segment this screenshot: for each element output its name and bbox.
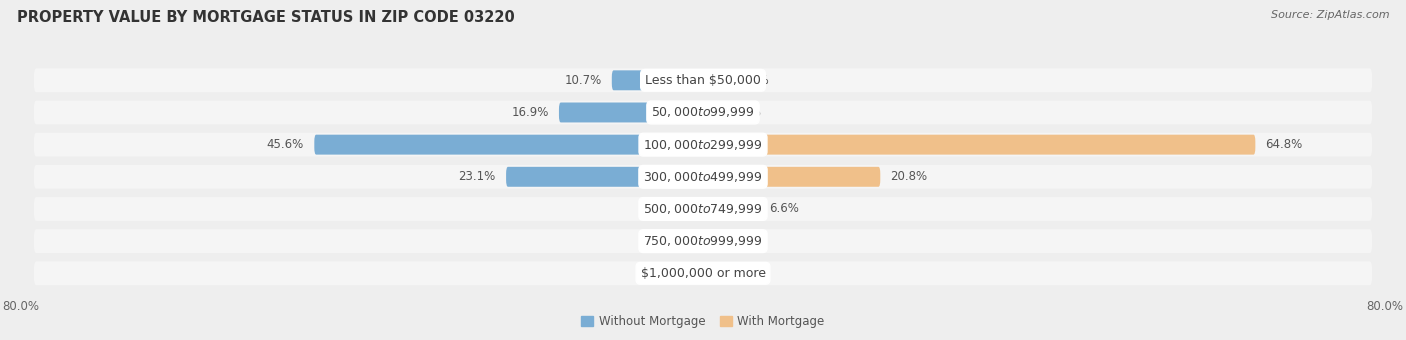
Text: $500,000 to $749,999: $500,000 to $749,999 — [644, 202, 762, 216]
Text: 23.1%: 23.1% — [458, 170, 496, 183]
FancyBboxPatch shape — [315, 135, 703, 155]
Legend: Without Mortgage, With Mortgage: Without Mortgage, With Mortgage — [576, 310, 830, 333]
Text: 64.8%: 64.8% — [1265, 138, 1303, 151]
FancyBboxPatch shape — [703, 199, 759, 219]
Text: 6.6%: 6.6% — [769, 202, 800, 216]
Text: 2.6%: 2.6% — [735, 267, 765, 280]
Text: PROPERTY VALUE BY MORTGAGE STATUS IN ZIP CODE 03220: PROPERTY VALUE BY MORTGAGE STATUS IN ZIP… — [17, 10, 515, 25]
Text: $1,000,000 or more: $1,000,000 or more — [641, 267, 765, 280]
FancyBboxPatch shape — [560, 102, 703, 122]
FancyBboxPatch shape — [34, 101, 1372, 124]
Text: 16.9%: 16.9% — [512, 106, 548, 119]
Text: 0.0%: 0.0% — [664, 267, 693, 280]
Text: $50,000 to $99,999: $50,000 to $99,999 — [651, 105, 755, 119]
Text: $300,000 to $499,999: $300,000 to $499,999 — [644, 170, 762, 184]
FancyBboxPatch shape — [34, 197, 1372, 221]
FancyBboxPatch shape — [703, 263, 725, 283]
Text: 45.6%: 45.6% — [267, 138, 304, 151]
Text: $750,000 to $999,999: $750,000 to $999,999 — [644, 234, 762, 248]
FancyBboxPatch shape — [703, 135, 1256, 155]
Text: Less than $50,000: Less than $50,000 — [645, 74, 761, 87]
FancyBboxPatch shape — [34, 229, 1372, 253]
FancyBboxPatch shape — [703, 102, 721, 122]
Text: 0.0%: 0.0% — [713, 235, 742, 248]
FancyBboxPatch shape — [703, 70, 730, 90]
FancyBboxPatch shape — [34, 165, 1372, 189]
FancyBboxPatch shape — [703, 167, 880, 187]
Text: 3.1%: 3.1% — [740, 74, 769, 87]
Text: 20.8%: 20.8% — [890, 170, 928, 183]
Text: 2.1%: 2.1% — [731, 106, 761, 119]
FancyBboxPatch shape — [34, 261, 1372, 285]
FancyBboxPatch shape — [34, 68, 1372, 92]
FancyBboxPatch shape — [34, 133, 1372, 156]
FancyBboxPatch shape — [506, 167, 703, 187]
Text: Source: ZipAtlas.com: Source: ZipAtlas.com — [1271, 10, 1389, 20]
FancyBboxPatch shape — [685, 199, 703, 219]
Text: 1.5%: 1.5% — [650, 235, 681, 248]
FancyBboxPatch shape — [690, 231, 703, 251]
Text: 10.7%: 10.7% — [564, 74, 602, 87]
Text: $100,000 to $299,999: $100,000 to $299,999 — [644, 138, 762, 152]
Text: 2.2%: 2.2% — [644, 202, 673, 216]
FancyBboxPatch shape — [612, 70, 703, 90]
